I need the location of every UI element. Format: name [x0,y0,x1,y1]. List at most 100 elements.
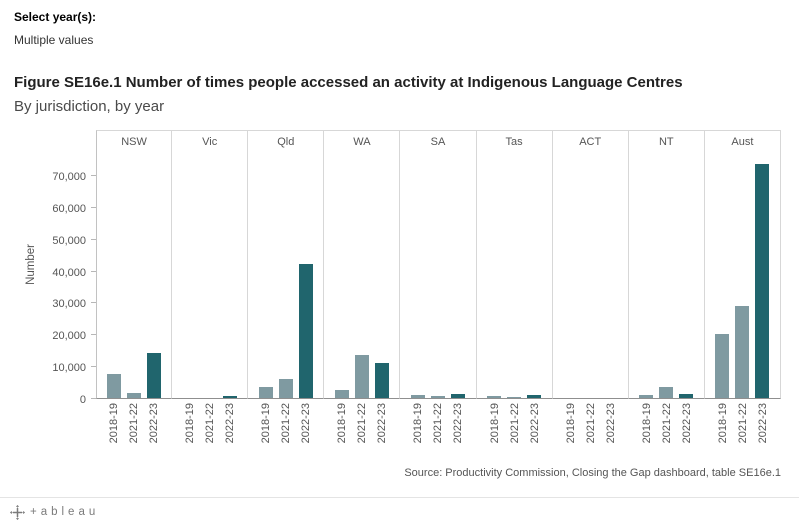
bar-sa-2021-22[interactable] [430,395,445,398]
y-tick-mark [91,334,96,336]
year-filter-label: Select year(s): [14,10,97,24]
x-label-nt-2022-23: 2022-23 [680,403,693,444]
x-label-nsw-2021-22: 2021-22 [128,403,141,444]
panel-labels-sa: 2018-19 2021-22 2022-23 [400,399,476,461]
bar-nt-2021-22[interactable] [659,386,674,398]
x-label-nsw-2018-19: 2018-19 [108,403,121,444]
footer-bar: +ableau [0,497,799,526]
panel-wa: WA 2018-19 2021-22 2022-23 [324,130,401,461]
y-tick-mark [91,366,96,368]
panel-qld: Qld 2018-19 2021-22 2022-23 [248,130,325,461]
y-tick-label: 40,000 [52,266,86,279]
x-label-nsw-2022-23: 2022-23 [148,403,161,444]
x-label-act-2018-19: 2018-19 [564,403,577,444]
panel-labels-vic: 2018-19 2021-22 2022-23 [172,399,248,461]
panel-sa: SA 2018-19 2021-22 2022-23 [400,130,477,461]
panel-plot-nt [628,152,705,399]
panel-labels-nsw: 2018-19 2021-22 2022-23 [96,399,172,461]
panel-nsw: NSW 2018-19 2021-22 2022-23 [96,130,173,461]
panel-labels-qld: 2018-19 2021-22 2022-23 [248,399,324,461]
bar-aust-2021-22[interactable] [735,305,750,398]
panel-aust: Aust 2018-19 2021-22 2022-23 [704,130,781,461]
y-tick-label: 70,000 [52,171,86,183]
panel-plot-aust [704,152,781,399]
y-tick-label: 60,000 [52,202,86,215]
bar-nt-2018-19[interactable] [639,395,654,398]
panel-plot-sa [400,152,477,399]
figure-subtitle: By jurisdiction, by year [14,98,165,115]
bar-nsw-2022-23[interactable] [147,353,162,398]
bar-qld-2021-22[interactable] [278,378,293,398]
bar-qld-2018-19[interactable] [258,386,273,398]
x-label-qld-2018-19: 2018-19 [260,403,273,444]
x-label-tas-2021-22: 2021-22 [508,403,521,444]
x-label-wa-2018-19: 2018-19 [336,403,349,444]
y-tick-mark [91,175,96,176]
panel-header-tas: Tas [476,130,553,152]
panel-header-sa: SA [400,130,477,152]
panel-vic: Vic 2018-19 2021-22 2022-23 [172,130,249,461]
x-label-vic-2018-19: 2018-19 [184,403,197,444]
bar-aust-2022-23[interactable] [755,163,770,398]
bar-nsw-2021-22[interactable] [127,392,142,398]
x-label-vic-2021-22: 2021-22 [204,403,217,444]
x-label-sa-2021-22: 2021-22 [432,403,445,444]
panel-header-vic: Vic [172,130,249,152]
panel-tas: Tas 2018-19 2021-22 2022-23 [476,130,553,461]
tableau-wordmark: +ableau [30,506,100,518]
bar-wa-2022-23[interactable] [374,362,389,398]
panel-labels-aust: 2018-19 2021-22 2022-23 [705,399,781,461]
panel-header-nt: NT [628,130,705,152]
panels: NSW 2018-19 2021-22 2022-23 Vic 2018-19 2021-2… [96,130,781,461]
panel-plot-nsw [96,152,173,399]
bar-nsw-2018-19[interactable] [107,374,122,398]
x-label-act-2022-23: 2022-23 [604,403,617,444]
y-tick-mark [91,238,96,240]
x-label-sa-2022-23: 2022-23 [452,403,465,444]
y-tick-label: 20,000 [52,330,86,343]
bar-sa-2018-19[interactable] [410,394,425,398]
panel-labels-wa: 2018-19 2021-22 2022-23 [324,399,400,461]
tableau-logo-icon [10,504,25,520]
bar-sa-2022-23[interactable] [450,393,465,398]
bar-chart: Number 0 10,000 20,000 30,000 40,000 50,000 60… [22,130,781,461]
bar-tas-2021-22[interactable] [507,396,522,398]
panel-plot-vic [172,152,249,399]
y-tick-mark [91,270,96,272]
bar-nt-2022-23[interactable] [679,393,694,398]
panel-plot-act [552,152,629,399]
y-tick-mark [91,206,96,208]
bar-tas-2018-19[interactable] [487,396,502,398]
bar-qld-2022-23[interactable] [298,264,313,398]
y-axis: 0 10,000 20,000 30,000 40,000 50,000 60,000 70,… [40,130,96,406]
bar-vic-2022-23[interactable] [222,396,237,398]
panel-plot-tas [476,152,553,399]
y-tick-label: 50,000 [52,234,86,247]
x-label-tas-2018-19: 2018-19 [488,403,501,444]
panel-nt: NT 2018-19 2021-22 2022-23 [628,130,705,461]
bar-tas-2022-23[interactable] [527,395,542,398]
year-filter: Select year(s): Multiple values [14,10,96,47]
panel-header-qld: Qld [248,130,325,152]
panel-labels-nt: 2018-19 2021-22 2022-23 [629,399,705,461]
y-tick-mark [91,398,96,399]
source-note: Source: Productivity Commission, Closing… [404,467,781,479]
x-label-wa-2022-23: 2022-23 [376,403,389,444]
bar-aust-2018-19[interactable] [715,334,730,398]
figure-title-block: Figure SE16e.1 Number of times people ac… [14,74,683,115]
panel-header-wa: WA [324,130,401,152]
x-label-aust-2021-22: 2021-22 [736,403,749,444]
bar-wa-2021-22[interactable] [354,355,369,398]
bar-wa-2018-19[interactable] [334,390,349,398]
x-label-nt-2021-22: 2021-22 [660,403,673,444]
panel-header-nsw: NSW [96,130,173,152]
x-label-aust-2022-23: 2022-23 [756,403,769,444]
tableau-logo[interactable]: +ableau [10,504,100,520]
y-tick-label: 10,000 [52,362,86,375]
figure-title: Figure SE16e.1 Number of times people ac… [14,74,683,91]
y-axis-title: Number [25,244,37,285]
year-filter-dropdown[interactable]: Multiple values [14,33,94,47]
y-tick-label: 30,000 [52,298,86,311]
panel-header-act: ACT [552,130,629,152]
